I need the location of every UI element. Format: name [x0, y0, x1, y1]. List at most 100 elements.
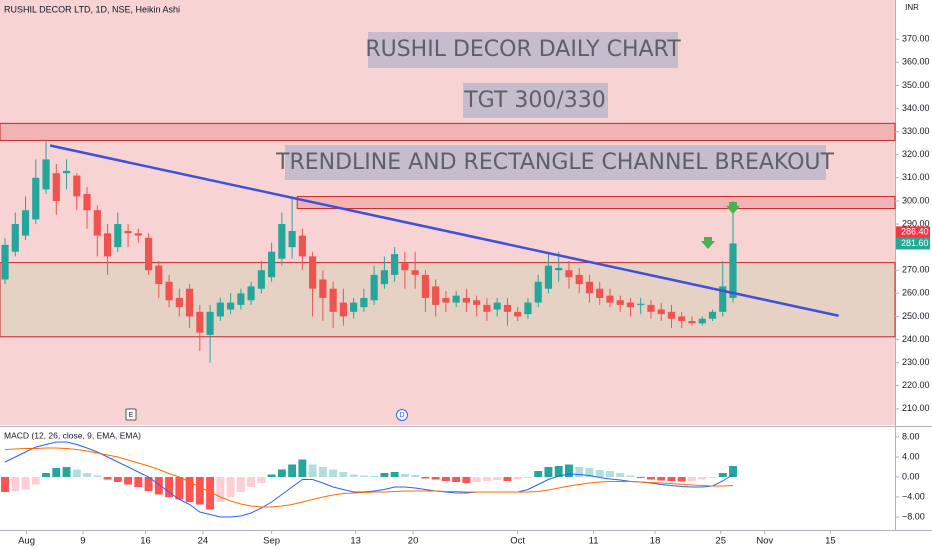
candle-body — [350, 302, 358, 312]
y-tick-label: 330.00 — [902, 126, 930, 136]
trendline — [49, 144, 839, 317]
histogram-bar — [267, 474, 276, 477]
x-tick-label: 15 — [825, 536, 836, 547]
histogram-bar — [565, 464, 573, 477]
candle-body — [462, 297, 471, 303]
x-tick-label: 16 — [140, 536, 151, 547]
histogram-bar — [308, 464, 317, 477]
histogram-bar — [400, 474, 409, 477]
histogram-bar — [390, 472, 399, 477]
y-tick-label: 270.00 — [902, 265, 930, 275]
x-tick-label: Aug — [18, 536, 35, 547]
price-label-box — [896, 226, 930, 239]
candle-body — [647, 304, 655, 312]
histogram-bar — [1, 477, 9, 492]
candle-body — [360, 297, 368, 308]
histogram-bar — [195, 477, 204, 505]
candle-body — [370, 274, 378, 301]
candle-body — [175, 297, 183, 308]
candle-body — [206, 311, 214, 335]
candle-body — [657, 309, 665, 315]
candle-body — [83, 194, 91, 211]
candle-body — [1, 244, 9, 280]
candle-body — [473, 300, 481, 305]
histogram-bar — [626, 475, 635, 477]
y-tick-label: 310.00 — [902, 172, 930, 182]
histogram-bar — [236, 477, 245, 492]
price-pane — [0, 0, 895, 425]
earnings-icon-text: E — [129, 412, 134, 419]
candle-body — [524, 302, 532, 315]
candle-body — [555, 267, 563, 271]
candle-body — [52, 173, 60, 201]
candle-body — [565, 270, 573, 278]
histogram-bar — [329, 469, 338, 477]
histogram-bar — [339, 472, 348, 477]
y-tick-label: 240.00 — [902, 334, 930, 344]
candle-body — [719, 286, 727, 312]
candle-body — [493, 302, 501, 310]
histogram-bar — [31, 477, 40, 485]
candle-body — [73, 175, 81, 197]
candle-body — [155, 265, 163, 285]
x-tick-label: 9 — [80, 536, 85, 547]
zone — [296, 196, 896, 210]
histogram-bar — [216, 477, 225, 502]
histogram-bar — [708, 477, 717, 478]
histogram-bar — [52, 468, 61, 477]
histogram-bar — [534, 471, 543, 477]
currency-box — [900, 2, 930, 20]
histogram-bar — [544, 467, 553, 477]
dividend-icon[interactable] — [396, 409, 408, 421]
candle-body — [391, 254, 399, 275]
x-tick-label: 18 — [650, 536, 661, 547]
histogram-bar — [72, 469, 81, 477]
annotation-box — [368, 32, 678, 68]
earnings-icon[interactable] — [125, 408, 137, 421]
candle-body — [575, 274, 583, 285]
histogram-bar — [93, 475, 102, 477]
candle-body — [616, 300, 624, 305]
histogram-bar — [226, 477, 235, 497]
histogram-bar — [636, 477, 645, 478]
candle-body — [432, 286, 440, 305]
candle-body — [729, 243, 737, 298]
histogram-bar — [370, 476, 379, 477]
histogram-bar — [62, 467, 71, 477]
histogram-bar — [11, 477, 20, 491]
candle-body — [606, 295, 614, 303]
histogram-bar — [718, 473, 727, 477]
candle-body — [144, 237, 153, 271]
histogram-bar — [175, 477, 184, 500]
histogram-bar — [298, 459, 307, 477]
histogram-bar — [503, 477, 512, 481]
histogram-bar — [698, 477, 707, 480]
histogram-bar — [554, 466, 563, 477]
histogram-bar — [688, 477, 696, 481]
histogram-bar — [441, 477, 450, 481]
y-tick-label: 0.00 — [902, 471, 920, 481]
candle-body — [698, 318, 706, 324]
y-tick-label: 260.00 — [902, 288, 930, 298]
candle-body — [103, 233, 112, 257]
candle-body — [227, 302, 235, 310]
y-tick-label: 370.00 — [902, 34, 930, 44]
candle-body — [319, 279, 327, 298]
candle-body — [114, 224, 122, 248]
annotation: RUSHIL DECOR DAILY CHART — [365, 37, 681, 62]
candle-body — [124, 230, 132, 234]
histogram-bar — [452, 477, 461, 482]
candle-body — [257, 270, 265, 289]
y-tick-label: 360.00 — [902, 57, 930, 67]
y-tick-label: 340.00 — [902, 103, 930, 113]
candle-body — [596, 288, 604, 298]
x-tick-label: Oct — [510, 536, 525, 547]
histogram-bar — [647, 477, 655, 480]
y-tick-label: 300.00 — [902, 195, 930, 205]
chart-title: RUSHIL DECOR LTD, 1D, NSE, Heikin Ashi — [4, 4, 180, 14]
y-tick-label: 250.00 — [902, 311, 930, 321]
y-tick-label: 210.00 — [902, 403, 930, 413]
histogram-bar — [575, 467, 584, 477]
histogram-bar — [667, 477, 676, 481]
candle-body — [503, 304, 512, 312]
